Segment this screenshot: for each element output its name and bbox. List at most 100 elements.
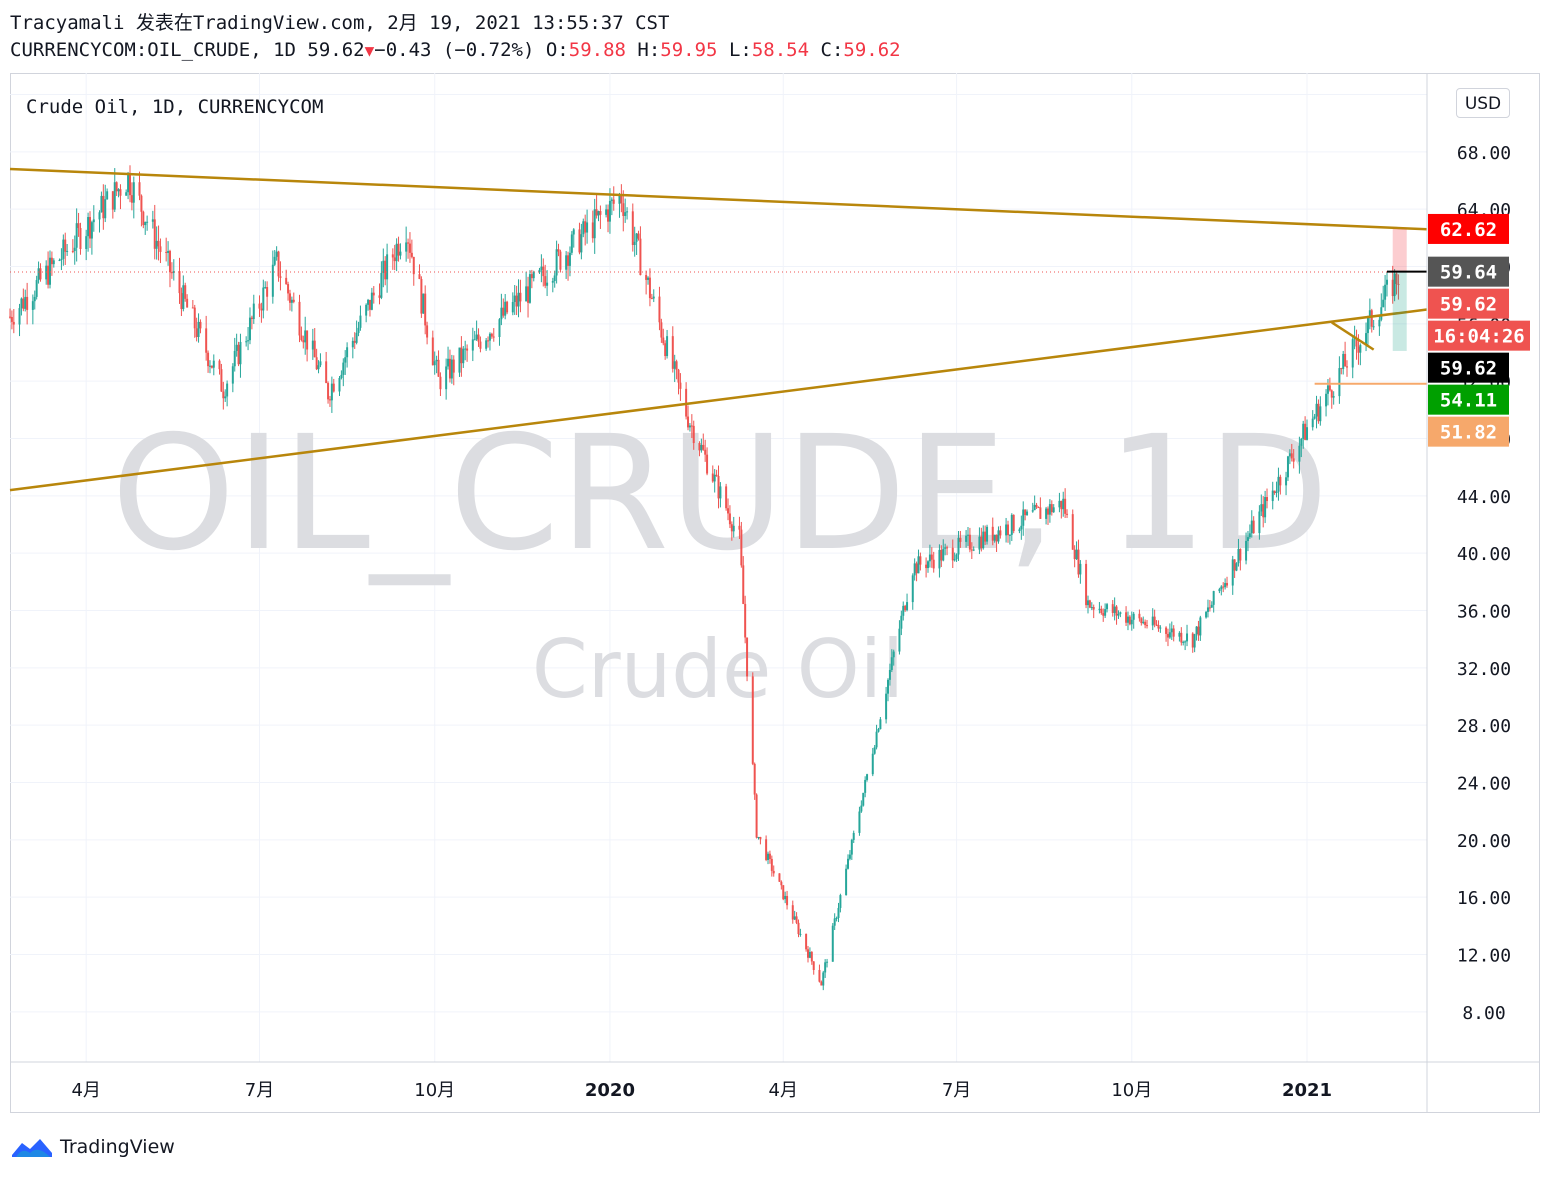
- candle-body: [805, 933, 808, 950]
- candle-body: [782, 885, 785, 900]
- candle-body: [1313, 416, 1316, 419]
- candle-body: [115, 182, 118, 192]
- candle-body: [138, 182, 141, 196]
- candle-body: [784, 895, 787, 900]
- candle-body: [862, 792, 865, 806]
- candle-body: [1258, 511, 1261, 534]
- brand-name: TradingView: [60, 1136, 175, 1158]
- x-tick-label: 10月: [414, 1080, 455, 1101]
- candle-body: [740, 529, 743, 566]
- candle-body: [913, 563, 916, 576]
- candle-body: [727, 508, 730, 514]
- candle-body: [759, 836, 762, 840]
- candle-body: [439, 376, 442, 390]
- candle-body: [633, 241, 636, 245]
- candle-body: [1079, 563, 1082, 575]
- candle-body: [837, 907, 840, 918]
- candle-body: [1086, 600, 1089, 606]
- candle-body: [608, 200, 611, 222]
- candle-body: [664, 343, 667, 357]
- candle-body: [1372, 326, 1375, 328]
- low-label: L:: [728, 39, 752, 61]
- candle-body: [262, 287, 265, 311]
- candle-body: [1210, 604, 1213, 608]
- candle-body: [677, 369, 680, 383]
- x-tick-label: 2021: [1282, 1080, 1332, 1101]
- candle-body: [885, 693, 888, 720]
- candle-body: [506, 301, 509, 313]
- candle-body: [873, 747, 876, 754]
- candle-body: [978, 536, 981, 550]
- candle-body: [340, 374, 343, 379]
- candle-body: [706, 454, 709, 474]
- candle-body: [679, 382, 682, 389]
- candle-body: [18, 308, 21, 325]
- candle-body: [1239, 548, 1242, 561]
- candle-body: [1391, 279, 1394, 297]
- candle-body: [1045, 508, 1048, 519]
- candle-body: [932, 559, 935, 569]
- candle-body: [1395, 273, 1398, 284]
- candle-body: [1288, 453, 1291, 457]
- candle-body: [1022, 509, 1025, 526]
- chart-frame[interactable]: [10, 73, 1540, 1113]
- currency-button[interactable]: USD: [1456, 88, 1510, 118]
- target-zone: [1392, 271, 1407, 351]
- candle-body: [525, 286, 528, 302]
- candle-body: [635, 233, 638, 242]
- candle-body: [917, 556, 920, 574]
- candle-body: [378, 295, 381, 298]
- candle-body: [285, 277, 288, 285]
- candle-body: [1302, 423, 1305, 439]
- candle-body: [845, 868, 848, 896]
- candle-body: [904, 605, 907, 611]
- candle-body: [1199, 617, 1202, 636]
- candle-body: [515, 295, 518, 307]
- candle-body: [266, 287, 269, 297]
- candle-body: [73, 247, 76, 252]
- candle-body: [1005, 524, 1008, 536]
- candle-body: [445, 366, 448, 390]
- candle-body: [540, 266, 543, 270]
- candle-body: [1325, 393, 1328, 407]
- candle-body: [557, 249, 560, 252]
- candle-body: [172, 271, 175, 273]
- candle-body: [368, 299, 371, 310]
- candle-body: [471, 339, 474, 351]
- candle-body: [1384, 284, 1387, 300]
- candle-body: [1218, 589, 1221, 592]
- candle-body: [946, 547, 949, 549]
- candle-body: [1050, 504, 1053, 513]
- candle-body: [479, 341, 482, 349]
- chart-legend: Crude Oil, 1D, CURRENCYCOM: [26, 96, 324, 118]
- candle-body: [359, 315, 362, 328]
- candle-body: [437, 359, 440, 377]
- candle-body: [1271, 490, 1274, 502]
- candle-body: [1037, 507, 1040, 509]
- candle-body: [725, 486, 728, 509]
- stop-zone: [1392, 228, 1407, 272]
- candle-body: [848, 854, 851, 859]
- candle-body: [258, 303, 261, 309]
- candle-body: [1264, 497, 1267, 518]
- candle-body: [645, 275, 648, 280]
- candle-body: [488, 333, 491, 341]
- candle-body: [738, 525, 741, 530]
- candle-body: [20, 298, 23, 309]
- candle-body: [980, 536, 983, 549]
- candle-body: [991, 526, 994, 541]
- candle-body: [852, 832, 855, 840]
- candle-body: [1024, 509, 1027, 516]
- candle-body: [1359, 344, 1362, 353]
- candle-body: [542, 266, 545, 277]
- candle-body: [382, 260, 385, 273]
- candle-body: [168, 250, 171, 273]
- candle-body: [367, 299, 370, 305]
- candle-body: [146, 221, 149, 223]
- candle-body: [584, 221, 587, 233]
- candle-body: [1066, 513, 1069, 515]
- candle-body: [102, 195, 105, 219]
- candle-body: [487, 340, 490, 342]
- candle-body: [1212, 591, 1215, 605]
